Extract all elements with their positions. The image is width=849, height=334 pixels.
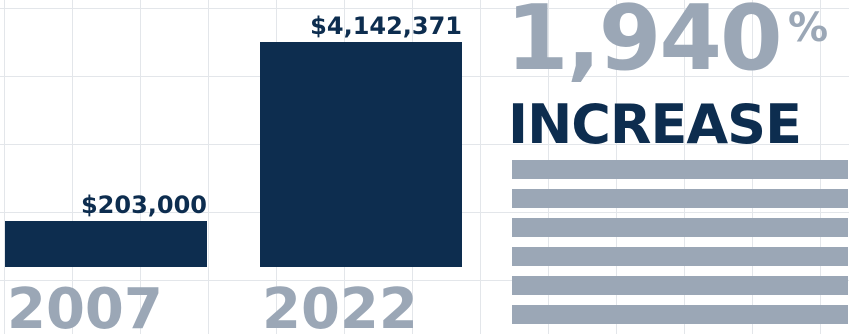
bar-2007: [5, 221, 207, 267]
stripe: [512, 247, 848, 266]
stripe: [512, 160, 848, 179]
percent-increase-value: 1,940: [506, 0, 783, 91]
stripe: [512, 218, 848, 237]
percent-sign: %: [788, 5, 829, 51]
stripe: [512, 305, 848, 324]
bar-2022: [260, 42, 462, 267]
bar-chart: $203,000 2007 $4,142,371 2022: [5, 12, 462, 331]
year-label: 2007: [7, 277, 163, 331]
bar-value-label: $4,142,371: [310, 12, 462, 40]
increase-label: INCREASE: [508, 93, 802, 156]
year-label: 2022: [262, 277, 418, 331]
stripe: [512, 276, 848, 295]
decorative-stripes: [512, 160, 848, 334]
stripe: [512, 189, 848, 208]
bar-value-label: $203,000: [81, 191, 207, 219]
